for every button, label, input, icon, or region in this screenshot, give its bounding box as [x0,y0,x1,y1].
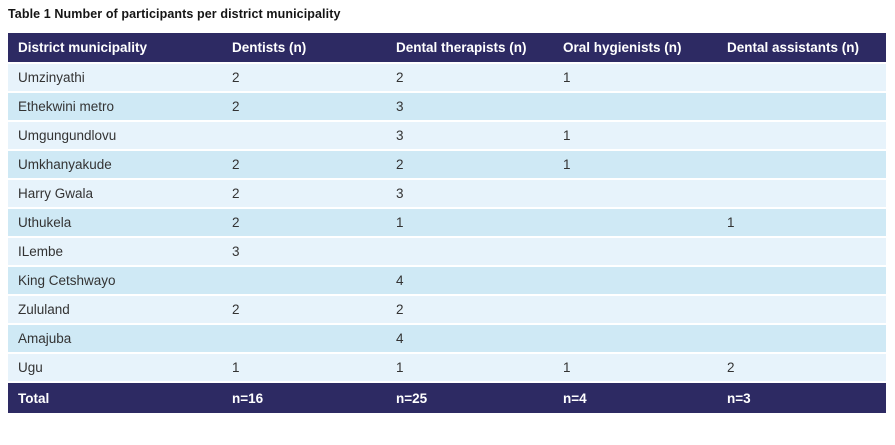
cell-dental-assistants [717,295,886,325]
table-row: Umzinyathi 2 2 1 [8,63,886,93]
total-oral-hygienists: n=4 [553,382,717,413]
table-body: Umzinyathi 2 2 1 Ethekwini metro 2 3 Umgungundl… [8,63,886,383]
cell-oral-hygienists [553,179,717,209]
cell-oral-hygienists: 1 [553,63,717,93]
cell-dentists [222,121,386,151]
cell-dental-assistants [717,266,886,296]
cell-dental-therapists: 1 [386,353,553,383]
cell-dentists: 1 [222,353,386,383]
total-dental-therapists: n=25 [386,382,553,413]
cell-dentists: 2 [222,92,386,122]
cell-dental-therapists: 2 [386,150,553,180]
cell-oral-hygienists [553,237,717,267]
cell-dental-therapists: 1 [386,208,553,238]
cell-dental-assistants [717,121,886,151]
table-row: Ethekwini metro 2 3 [8,92,886,122]
cell-dental-therapists: 3 [386,92,553,122]
cell-district: Amajuba [8,324,222,354]
table-row: Zululand 2 2 [8,295,886,325]
cell-dentists: 2 [222,208,386,238]
cell-oral-hygienists: 1 [553,121,717,151]
table-row: Harry Gwala 2 3 [8,179,886,209]
cell-dentists: 3 [222,237,386,267]
cell-oral-hygienists: 1 [553,353,717,383]
table-row: King Cetshwayo 4 [8,266,886,296]
cell-dental-therapists: 2 [386,63,553,93]
cell-dental-assistants: 1 [717,208,886,238]
table-row: Umgungundlovu 3 1 [8,121,886,151]
cell-district: Umgungundlovu [8,121,222,151]
cell-district: Ethekwini metro [8,92,222,122]
total-dentists: n=16 [222,382,386,413]
column-header-oral-hygienists: Oral hygienists (n) [553,33,717,64]
cell-dentists: 2 [222,295,386,325]
cell-dental-therapists: 4 [386,324,553,354]
cell-dental-therapists: 3 [386,121,553,151]
cell-dentists: 2 [222,63,386,93]
cell-dental-assistants [717,324,886,354]
cell-dental-assistants [717,179,886,209]
total-row: Total n=16 n=25 n=4 n=3 [8,382,886,413]
cell-dental-assistants [717,237,886,267]
cell-district: Uthukela [8,208,222,238]
cell-dentists [222,266,386,296]
cell-dentists [222,324,386,354]
cell-dental-assistants: 2 [717,353,886,383]
table-row: Ugu 1 1 1 2 [8,353,886,383]
cell-oral-hygienists [553,92,717,122]
table-header: District municipality Dentists (n) Denta… [8,33,886,64]
total-label: Total [8,382,222,413]
cell-oral-hygienists [553,324,717,354]
cell-district: Umzinyathi [8,63,222,93]
cell-oral-hygienists [553,266,717,296]
cell-district: Umkhanyakude [8,150,222,180]
column-header-dentists: Dentists (n) [222,33,386,64]
table-row: Uthukela 2 1 1 [8,208,886,238]
cell-dental-assistants [717,92,886,122]
participants-table: District municipality Dentists (n) Denta… [8,33,886,413]
table-row: Umkhanyakude 2 2 1 [8,150,886,180]
cell-district: Zululand [8,295,222,325]
cell-oral-hygienists [553,208,717,238]
cell-dental-therapists: 3 [386,179,553,209]
cell-dental-therapists: 4 [386,266,553,296]
cell-district: King Cetshwayo [8,266,222,296]
cell-dental-therapists: 2 [386,295,553,325]
cell-dental-assistants [717,150,886,180]
cell-district: ILembe [8,237,222,267]
cell-district: Ugu [8,353,222,383]
column-header-dental-therapists: Dental therapists (n) [386,33,553,64]
cell-dentists: 2 [222,150,386,180]
table-caption: Table 1 Number of participants per distr… [8,7,341,21]
cell-district: Harry Gwala [8,179,222,209]
table-row: Amajuba 4 [8,324,886,354]
table-footer: Total n=16 n=25 n=4 n=3 [8,382,886,413]
total-dental-assistants: n=3 [717,382,886,413]
cell-oral-hygienists: 1 [553,150,717,180]
column-header-dental-assistants: Dental assistants (n) [717,33,886,64]
cell-dental-assistants [717,63,886,93]
cell-dental-therapists [386,237,553,267]
cell-oral-hygienists [553,295,717,325]
column-header-district: District municipality [8,33,222,64]
header-row: District municipality Dentists (n) Denta… [8,33,886,64]
cell-dentists: 2 [222,179,386,209]
table-row: ILembe 3 [8,237,886,267]
